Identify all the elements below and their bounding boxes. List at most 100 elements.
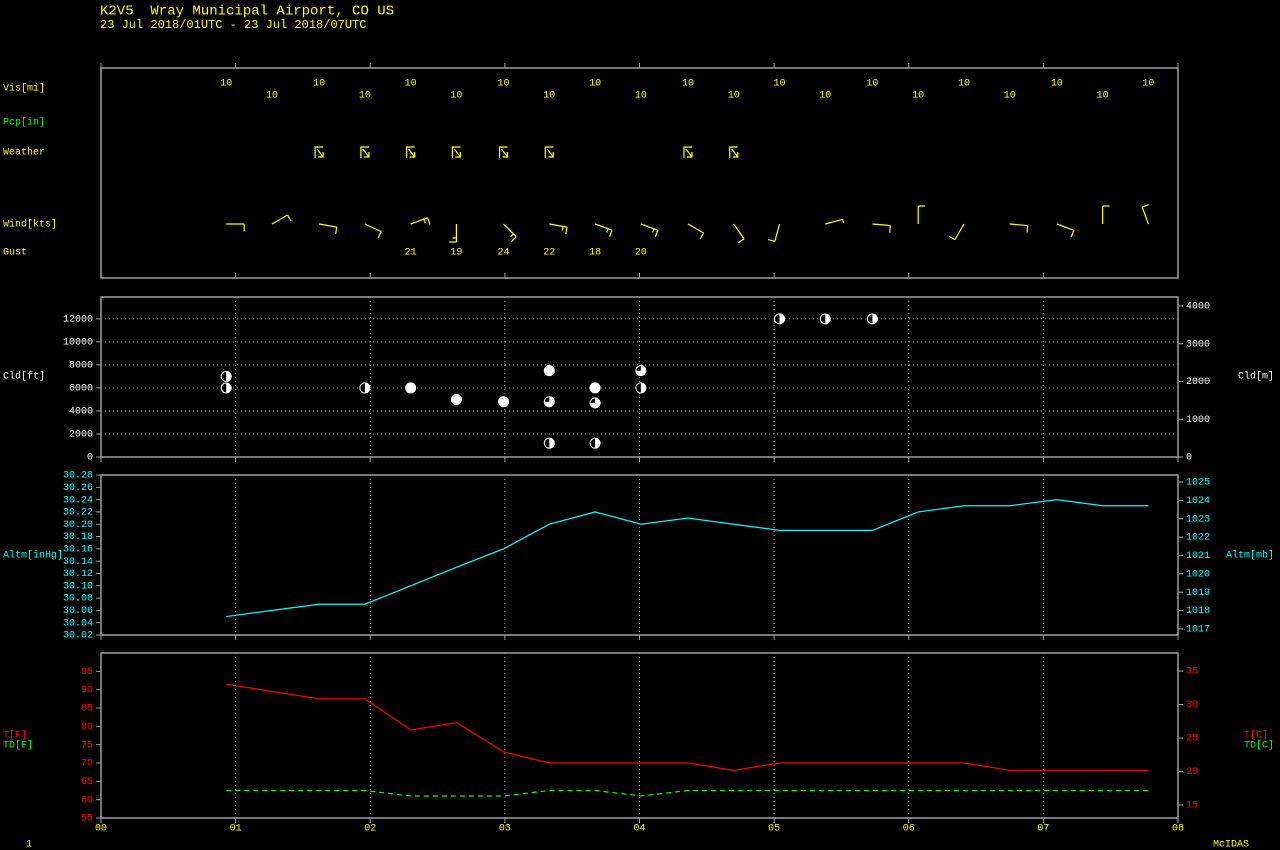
y-tick-label: 30.22 bbox=[63, 508, 93, 519]
visibility-value: 10 bbox=[958, 79, 970, 90]
cloud-cover bbox=[872, 313, 878, 324]
visibility-value: 10 bbox=[819, 91, 831, 102]
visibility-value: 10 bbox=[728, 91, 740, 102]
x-tick-label: 03 bbox=[499, 824, 511, 835]
y-tick-label: 30.08 bbox=[63, 594, 93, 605]
wind-barb bbox=[1009, 223, 1029, 233]
cloud-cover bbox=[451, 394, 462, 405]
y2-tick-label: 30 bbox=[1186, 700, 1198, 711]
wind-barb bbox=[948, 223, 965, 241]
y2-tick-label: 1019 bbox=[1186, 588, 1210, 599]
y2-tick-label: 1025 bbox=[1186, 478, 1210, 489]
y2-tick-label: 35 bbox=[1186, 667, 1198, 678]
y2-tick-label: 25 bbox=[1186, 734, 1198, 745]
y2-tick-label: 4000 bbox=[1186, 302, 1210, 313]
y2-tick-label: 1024 bbox=[1186, 496, 1210, 507]
x-tick-label: 02 bbox=[364, 824, 376, 835]
y-tick-label: 30.16 bbox=[63, 544, 93, 555]
visibility-value: 10 bbox=[450, 91, 462, 102]
gust-value: 20 bbox=[635, 248, 647, 259]
gust-value: 24 bbox=[498, 248, 510, 259]
weather-symbol bbox=[729, 146, 739, 158]
y-tick-label: 95 bbox=[81, 667, 93, 678]
y-tick-label: 70 bbox=[81, 759, 93, 770]
visibility-value: 10 bbox=[589, 79, 601, 90]
cloud-cover bbox=[595, 438, 601, 449]
x-tick-label: 05 bbox=[768, 824, 780, 835]
visibility-value: 10 bbox=[866, 79, 878, 90]
y-tick-label: 30.12 bbox=[63, 569, 93, 580]
y-tick-label: 30.06 bbox=[63, 606, 93, 617]
weather-symbol bbox=[314, 146, 324, 158]
visibility-value: 10 bbox=[359, 91, 371, 102]
x-tick-label: 08 bbox=[1172, 824, 1184, 835]
y2-tick-label: 1017 bbox=[1186, 625, 1210, 636]
wind-label: Wind[kts] bbox=[3, 219, 57, 231]
wind-barb bbox=[364, 223, 382, 239]
y-tick-label: 4000 bbox=[69, 407, 93, 418]
wind-barb bbox=[1141, 204, 1150, 225]
y2-tick-label: 1021 bbox=[1186, 551, 1210, 562]
y-tick-label: 30.28 bbox=[63, 471, 93, 482]
wind-barb bbox=[687, 223, 705, 240]
visibility-value: 10 bbox=[1004, 91, 1016, 102]
gust-value: 19 bbox=[450, 248, 462, 259]
visibility-value: 10 bbox=[1097, 91, 1109, 102]
visibility-value: 10 bbox=[1142, 79, 1154, 90]
legend-label: T[F] bbox=[3, 730, 27, 742]
wind-barb bbox=[318, 223, 338, 235]
visibility-value: 10 bbox=[682, 79, 694, 90]
cloud-cover bbox=[226, 382, 232, 393]
wind-barb bbox=[271, 214, 292, 225]
wind-barb bbox=[872, 223, 891, 233]
gust-value: 22 bbox=[543, 248, 555, 259]
y-tick-label: 30.26 bbox=[63, 483, 93, 494]
cloud-cover bbox=[825, 313, 831, 324]
y2-tick-label: 20 bbox=[1186, 767, 1198, 778]
cloud-cover bbox=[226, 371, 232, 382]
x-tick-label: 07 bbox=[1037, 824, 1049, 835]
y2-axis-label: T[C] bbox=[1244, 730, 1268, 742]
weather-symbol bbox=[406, 146, 416, 158]
visibility-value: 10 bbox=[635, 91, 647, 102]
y-tick-label: 0 bbox=[87, 453, 93, 464]
y2-axis-label: Cld[m] bbox=[1238, 371, 1274, 383]
y-tick-label: 30.02 bbox=[63, 631, 93, 642]
cloud-cover bbox=[549, 438, 555, 449]
visibility-value: 10 bbox=[1051, 79, 1063, 90]
wind-barb bbox=[640, 223, 659, 237]
y-tick-label: 85 bbox=[81, 704, 93, 715]
wind-barb bbox=[594, 223, 613, 237]
y-tick-label: 30.04 bbox=[63, 618, 93, 629]
wind-barb bbox=[1102, 205, 1110, 224]
visibility-value: 10 bbox=[266, 91, 278, 102]
visibility-value: 10 bbox=[543, 91, 555, 102]
y-tick-label: 30.18 bbox=[63, 532, 93, 543]
y2-tick-label: 1000 bbox=[1186, 415, 1210, 426]
wind-barb bbox=[549, 223, 568, 235]
wind-barb bbox=[503, 223, 517, 243]
weather-symbol bbox=[451, 146, 462, 158]
y-tick-label: 10000 bbox=[63, 338, 93, 349]
visibility-value: 10 bbox=[220, 79, 232, 90]
y-tick-label: 2000 bbox=[69, 430, 93, 441]
y-tick-label: 6000 bbox=[69, 384, 93, 395]
y2-axis-label: Altm[mb] bbox=[1226, 550, 1274, 562]
y2-tick-label: 1020 bbox=[1186, 569, 1210, 580]
x-tick-label: 01 bbox=[230, 824, 242, 835]
visibility-value: 10 bbox=[498, 79, 510, 90]
pcp-label: Pcp[in] bbox=[3, 117, 45, 129]
y2-tick-label: 15 bbox=[1186, 801, 1198, 812]
weather-label: Weather bbox=[3, 147, 45, 159]
wind-barb bbox=[410, 217, 431, 225]
cloud-cover bbox=[640, 382, 646, 393]
cloud-cover bbox=[405, 382, 416, 393]
y2-tick-label: 0 bbox=[1186, 453, 1192, 464]
wind-barb bbox=[733, 223, 745, 244]
visibility-value: 10 bbox=[912, 91, 924, 102]
y-tick-label: 65 bbox=[81, 777, 93, 788]
y-tick-label: 80 bbox=[81, 722, 93, 733]
y-tick-label: 60 bbox=[81, 795, 93, 806]
gust-value: 21 bbox=[405, 248, 417, 259]
